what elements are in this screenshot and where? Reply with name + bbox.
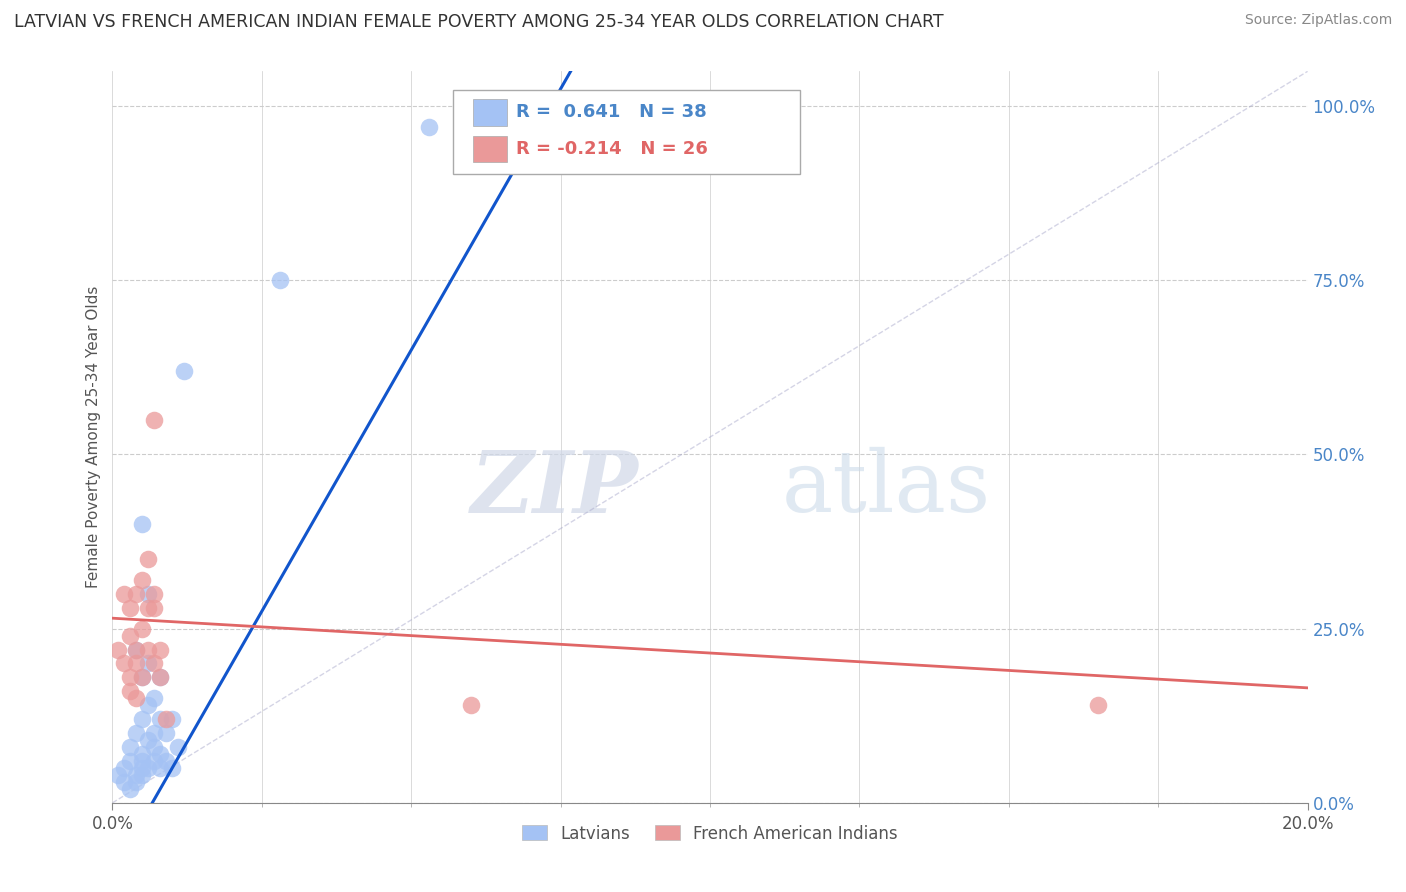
Point — [131, 747, 153, 761]
Point — [114, 587, 135, 601]
Point — [125, 726, 148, 740]
Point — [114, 775, 135, 789]
Point — [131, 761, 153, 775]
Point — [120, 781, 142, 796]
Point — [138, 733, 160, 747]
Point — [138, 600, 160, 615]
Point — [149, 761, 172, 775]
Point — [155, 754, 177, 768]
Point — [138, 698, 160, 713]
Point — [143, 691, 166, 706]
Point — [149, 747, 172, 761]
FancyBboxPatch shape — [453, 90, 800, 174]
Point — [120, 670, 142, 684]
Point — [131, 754, 153, 768]
Point — [155, 712, 177, 726]
Point — [125, 587, 148, 601]
Point — [131, 670, 153, 684]
Text: ZIP: ZIP — [471, 447, 638, 530]
Text: LATVIAN VS FRENCH AMERICAN INDIAN FEMALE POVERTY AMONG 25-34 YEAR OLDS CORRELATI: LATVIAN VS FRENCH AMERICAN INDIAN FEMALE… — [14, 13, 943, 31]
Point — [107, 642, 129, 657]
Point — [138, 552, 160, 566]
Point — [120, 684, 142, 698]
Point — [138, 642, 160, 657]
Point — [125, 775, 148, 789]
Point — [143, 587, 166, 601]
Point — [131, 517, 153, 532]
Point — [107, 768, 129, 782]
Point — [131, 573, 153, 587]
Point — [125, 642, 148, 657]
Point — [143, 657, 166, 671]
Point — [138, 587, 160, 601]
Point — [125, 657, 148, 671]
Point — [138, 657, 160, 671]
Point — [162, 712, 183, 726]
Point — [143, 412, 166, 426]
Point — [138, 761, 160, 775]
Point — [125, 691, 148, 706]
Text: Source: ZipAtlas.com: Source: ZipAtlas.com — [1244, 13, 1392, 28]
Point — [418, 120, 440, 134]
Point — [149, 670, 172, 684]
Point — [120, 754, 142, 768]
Point — [167, 740, 190, 755]
Point — [125, 642, 148, 657]
Point — [131, 670, 153, 684]
Point — [269, 273, 291, 287]
Point — [149, 712, 172, 726]
Point — [131, 768, 153, 782]
Legend: Latvians, French American Indians: Latvians, French American Indians — [516, 818, 904, 849]
Point — [120, 629, 142, 643]
Point — [143, 740, 166, 755]
Point — [143, 754, 166, 768]
Point — [149, 670, 172, 684]
Point — [131, 622, 153, 636]
FancyBboxPatch shape — [474, 136, 508, 162]
Point — [143, 600, 166, 615]
FancyBboxPatch shape — [474, 99, 508, 126]
Point — [125, 768, 148, 782]
Point — [120, 740, 142, 755]
Point — [1087, 698, 1109, 713]
Point — [143, 726, 166, 740]
Point — [149, 642, 172, 657]
Text: R = -0.214   N = 26: R = -0.214 N = 26 — [516, 140, 709, 158]
Text: R =  0.641   N = 38: R = 0.641 N = 38 — [516, 103, 707, 120]
Point — [460, 698, 482, 713]
Point — [114, 761, 135, 775]
Point — [155, 726, 177, 740]
Point — [131, 712, 153, 726]
Point — [114, 657, 135, 671]
Point — [120, 600, 142, 615]
Y-axis label: Female Poverty Among 25-34 Year Olds: Female Poverty Among 25-34 Year Olds — [86, 286, 101, 588]
Text: atlas: atlas — [782, 447, 991, 530]
Point — [162, 761, 183, 775]
Point — [173, 364, 195, 378]
